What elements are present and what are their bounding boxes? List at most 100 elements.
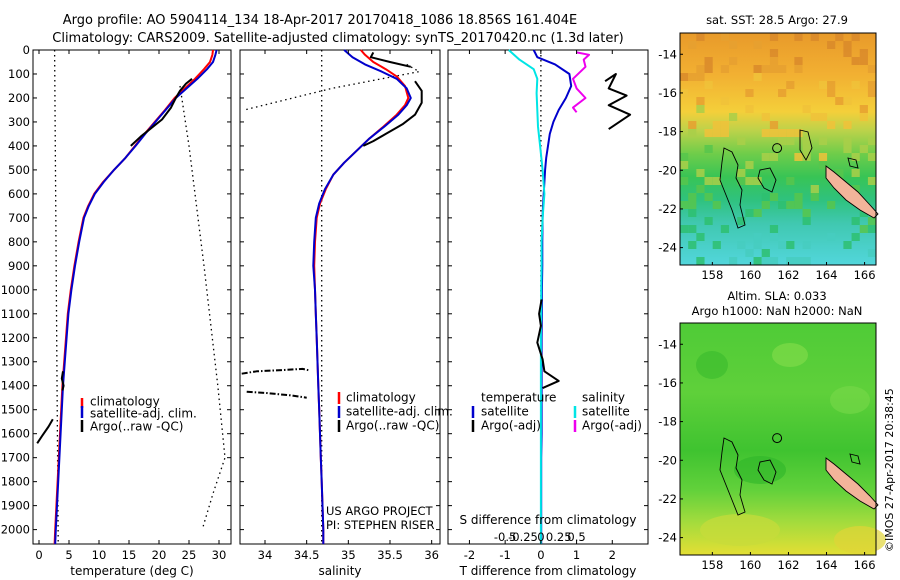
- sst-cell: [867, 217, 877, 225]
- project-annotation: US ARGO PROJECT: [326, 504, 434, 518]
- sst-cell: [867, 225, 877, 233]
- y-tick-label: -24: [658, 241, 677, 255]
- sst-cell: [794, 129, 803, 137]
- sst-cell: [818, 113, 828, 121]
- sst-cell: [729, 113, 738, 121]
- y-tick-label: -20: [658, 163, 677, 177]
- sst-cell: [737, 177, 746, 185]
- x-tick-label: 162: [777, 558, 799, 572]
- difference-axes-frame: [447, 49, 649, 545]
- sst-cell: [737, 217, 746, 225]
- sst-cell: [753, 241, 762, 249]
- sst-cell: [704, 145, 713, 153]
- legend-heading-salinity: salinity: [582, 391, 625, 405]
- y-tick-label: 1100: [1, 307, 30, 321]
- sst-cell: [843, 121, 852, 129]
- y-tick-label: -22: [658, 202, 677, 216]
- y-tick-label: 1200: [1, 331, 30, 345]
- sla-blob: [696, 351, 728, 379]
- x-tick-label: -1: [499, 548, 510, 562]
- sst-cell: [688, 225, 697, 233]
- sst-cell: [688, 209, 697, 217]
- sst-cell: [778, 241, 787, 249]
- sst-cell: [761, 249, 770, 257]
- x-tick-label: 166: [854, 268, 876, 282]
- legend-label-temp-argo: Argo(-adj): [481, 419, 541, 433]
- legend-label-argo: Argo(..raw -QC): [346, 419, 439, 433]
- sla-map-subtitle: Argo h1000: NaN h2000: NaN: [692, 304, 863, 318]
- sst-cell: [859, 225, 868, 233]
- argo-position-marker: [772, 433, 783, 444]
- sst-cell: [704, 217, 713, 225]
- sst-cell: [818, 161, 828, 169]
- sst-cell: [867, 177, 877, 185]
- sst-cell: [680, 225, 689, 233]
- sst-cell: [737, 137, 746, 145]
- sla-blobs: [696, 343, 886, 554]
- sst-cell: [778, 129, 787, 137]
- sst-cell: [761, 201, 770, 209]
- sst-cell: [761, 65, 770, 73]
- x-tick-label: 30: [212, 548, 227, 562]
- difference-s-ticks: -0.5-0.25 0 0.250.5: [494, 530, 586, 544]
- series-line-temperature-satellite: [532, 49, 573, 544]
- sst-cell: [810, 193, 819, 201]
- sst-cell: [778, 137, 787, 145]
- sst-cell: [753, 65, 762, 73]
- sst-cell: [778, 65, 787, 73]
- sla-map-title: Altim. SLA: 0.033: [727, 289, 826, 303]
- salinity-legend: climatology satellite-adj. clim. Argo(..…: [337, 391, 453, 433]
- x-tick-label: 5: [65, 548, 72, 562]
- sla-blob: [700, 514, 780, 546]
- sst-cell: [761, 257, 770, 265]
- difference-y-ticks: [448, 49, 648, 531]
- sst-cell: [680, 177, 689, 185]
- sst-cell: [835, 169, 844, 177]
- sst-cell: [696, 257, 705, 265]
- sst-cell: [810, 185, 819, 193]
- s-tick-label: -0.25: [508, 530, 538, 544]
- sst-cell: [720, 129, 730, 137]
- x-tick-label: 160: [739, 268, 761, 282]
- sst-cell: [729, 257, 738, 265]
- sst-cell: [851, 233, 860, 241]
- sst-cell: [745, 161, 754, 169]
- sst-cell: [745, 105, 754, 113]
- sst-cell: [753, 257, 762, 265]
- salinity-y-ticks: [240, 49, 440, 531]
- y-tick-label: -18: [658, 125, 677, 139]
- sst-cell: [786, 201, 795, 209]
- sst-cell: [843, 241, 852, 249]
- sst-cell: [720, 33, 730, 41]
- sst-cell: [851, 81, 860, 89]
- sst-cell: [769, 57, 779, 65]
- sst-cell: [769, 193, 779, 201]
- y-tick-label: -14: [658, 337, 677, 351]
- sst-cell: [688, 41, 697, 49]
- s-tick-label: 0.5: [567, 530, 585, 544]
- y-tick-label: 1400: [1, 379, 30, 393]
- sst-cell: [712, 121, 721, 129]
- temperature-x-ticks: 0 5 10 15 20 25 30: [35, 50, 226, 562]
- series-line-salinity-argo-adj-: [572, 51, 591, 113]
- sla-blob: [834, 526, 886, 554]
- sst-cell: [786, 241, 795, 249]
- sst-cell: [761, 193, 770, 201]
- y-tick-label: 1000: [1, 283, 30, 297]
- sst-cell: [745, 249, 754, 257]
- y-tick-label: 100: [8, 67, 30, 81]
- sla-blob: [772, 343, 808, 367]
- sst-cell: [696, 169, 705, 177]
- sst-cell: [769, 65, 779, 73]
- y-tick-label: -20: [658, 453, 677, 467]
- y-tick-label: -24: [658, 531, 677, 545]
- x-tick-label: 35: [341, 548, 356, 562]
- sst-cell: [802, 241, 811, 249]
- difference-series: [508, 49, 632, 544]
- sst-cell: [753, 177, 762, 185]
- sst-cell: [729, 41, 738, 49]
- sst-cell: [818, 137, 828, 145]
- difference-panel: -2 -1 0 1 2 -0.5-0.25 0 0.250.5 S difference f…: [447, 49, 649, 578]
- x-tick-label: 166: [854, 558, 876, 572]
- sst-cell: [720, 97, 730, 105]
